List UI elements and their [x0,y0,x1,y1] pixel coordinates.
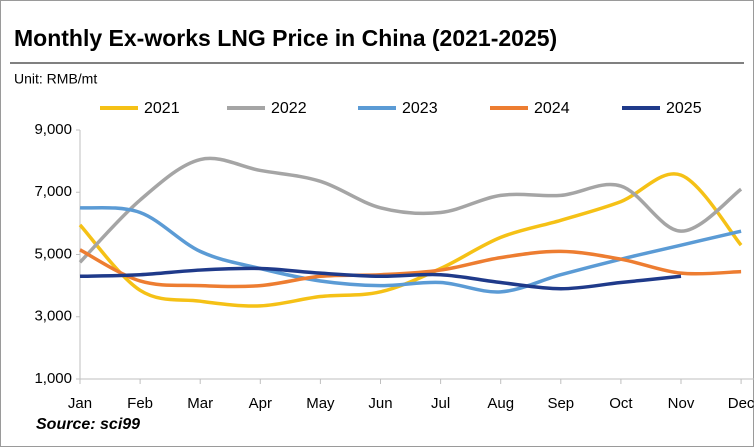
unit-label: Unit: RMB/mt [14,71,97,87]
y-tick-label: 7,000 [34,183,72,200]
y-tick-label: 5,000 [34,245,72,262]
legend-label: 2022 [271,100,307,117]
y-tick-label: 9,000 [34,121,72,138]
x-tick-label: Jul [431,395,450,412]
x-tick-label: Nov [668,395,695,412]
legend-label: 2021 [144,100,180,117]
x-tick-label: Jun [368,395,392,412]
legend-label: 2024 [534,100,570,117]
x-tick-label: Dec [728,395,754,412]
source-note: Source: sci99 [36,416,140,433]
x-tick-label: Oct [609,395,633,412]
x-tick-label: Aug [487,395,514,412]
chart-title: Monthly Ex-works LNG Price in China (202… [14,25,557,51]
x-tick-label: Sep [547,395,574,412]
x-tick-label: May [306,395,335,412]
x-tick-label: Apr [249,395,272,412]
series-line [78,172,743,308]
series-line [78,156,743,264]
x-tick-label: Feb [127,395,153,412]
x-tick-label: Jan [68,395,92,412]
series-line [79,248,742,289]
x-tick-label: Mar [187,395,213,412]
y-tick-label: 1,000 [34,370,72,387]
y-tick-label: 3,000 [34,308,72,325]
legend-label: 2023 [402,100,438,117]
legend-label: 2025 [666,100,702,117]
series-line [79,266,682,291]
